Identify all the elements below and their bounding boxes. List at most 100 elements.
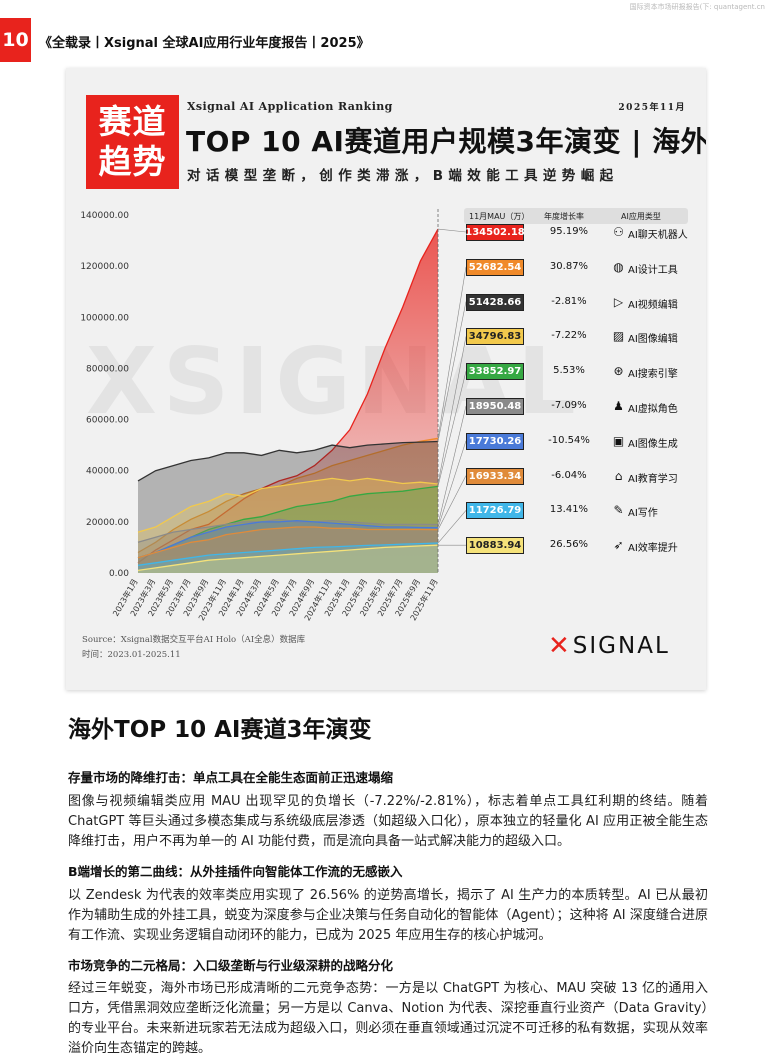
series-line-10 — [137, 544, 439, 572]
source-note: Source：Xsignal数据交互平台AI Holo（AI全息）数据库 时间：… — [82, 633, 305, 663]
rocket-icon: ➶ — [613, 538, 624, 553]
series-line-9 — [137, 542, 439, 566]
mau-value-box: 52682.54 — [466, 258, 524, 276]
growth-rate: 95.19% — [549, 226, 589, 237]
seal-line-1: 赛道 — [98, 102, 167, 141]
growth-rate: 26.56% — [549, 539, 589, 551]
growth-rate: -7.22% — [551, 330, 587, 342]
video-icon: ▷ — [613, 294, 624, 309]
mau-value-box: 11726.79 — [466, 502, 524, 520]
connector-line — [437, 475, 467, 530]
running-head: 《全载录丨Xsignal 全球AI应用行业年度报告丨2025》 — [39, 36, 370, 51]
brand-x-mark: ✕ — [548, 631, 570, 661]
connector-line — [437, 510, 467, 544]
chart-kicker: Xsignal AI Application Ranking — [187, 100, 393, 113]
header-growth: 年度增长率 — [544, 212, 584, 221]
paragraph-2: 以 Zendesk 为代表的效率类应用实现了 26.56% 的逆势高增长，揭示了… — [68, 888, 708, 943]
connector-line — [437, 336, 467, 485]
mau-value-box: 33852.97 — [466, 363, 524, 381]
growth-rate: -10.54% — [548, 434, 590, 446]
category-label: AI设计工具 — [628, 264, 678, 276]
mau-value-box: 16933.34 — [466, 467, 524, 485]
mau-value-box: 10883.94 — [466, 537, 524, 555]
series-area-5 — [138, 486, 438, 573]
mau-value-box: 17730.26 — [466, 432, 524, 450]
pen-icon: ✎ — [613, 503, 624, 518]
infographic-card: 赛道 趋势 Xsignal AI Application Ranking 202… — [66, 68, 706, 690]
mau-value-box: 51428.66 — [466, 293, 524, 311]
ranking-table-header: 11月MAU（万） 年度增长率 AI应用类型 — [464, 208, 688, 224]
paragraph-1: 图像与视频编辑类应用 MAU 出现罕见的负增长（-7.22%/-2.81%），标… — [68, 794, 708, 849]
category-label: AI视频编辑 — [628, 299, 678, 311]
series-area-10 — [138, 545, 438, 573]
brand-logo: ✕ SIGNAL — [548, 631, 670, 661]
period-line: 时间：2023.01-2025.11 — [82, 650, 181, 660]
category-label: AI图像编辑 — [628, 334, 678, 346]
connector-line — [437, 405, 467, 525]
area-chart: XSIGNAL 140000.00 120000.00 100000.00 80000… — [80, 209, 582, 622]
growth-rate: 13.41% — [549, 504, 589, 516]
series-line-4 — [137, 477, 439, 533]
watermark-text: 国际资本市场研报报告(下: quantagent.cn — [629, 3, 765, 11]
source-line: Source：Xsignal数据交互平台AI Holo（AI全息）数据库 — [82, 635, 306, 645]
avatar-icon: ♟ — [613, 399, 624, 413]
category-label: AI虚拟角色 — [628, 404, 678, 415]
y-tick-label: 60000.00 — [86, 416, 129, 426]
seal-logo: 赛道 趋势 — [86, 95, 179, 189]
connector-line — [437, 440, 467, 528]
robot-icon: ⚇ — [613, 225, 624, 239]
graduation-icon: ⌂ — [614, 468, 623, 483]
mau-value-box: 18950.48 — [466, 398, 524, 415]
connector-line — [437, 371, 467, 487]
connector-line — [437, 301, 467, 442]
growth-rate: -6.04% — [551, 469, 587, 481]
series-line-2 — [137, 437, 439, 554]
paragraph-3: 经过三年蜕变，海外市场已形成清晰的二元竞争态势：一方是以 ChatGPT 为核心… — [68, 981, 708, 1056]
category-label: AI效率提升 — [628, 543, 678, 555]
seal-line-2: 趋势 — [98, 142, 167, 181]
search-engine-icon: ⊛ — [613, 364, 624, 379]
series-line-7 — [137, 519, 439, 559]
subsection-heading-1: 存量市场的降维打击：单点工具在全能生态面前正迅速塌缩 — [68, 770, 394, 785]
connector-line — [437, 228, 467, 233]
growth-rate: 30.87% — [549, 260, 589, 272]
image-gen-icon: ▣ — [612, 433, 625, 448]
category-label: AI图像生成 — [628, 438, 678, 450]
series-line-1 — [137, 228, 439, 564]
growth-rate: -2.81% — [551, 295, 587, 307]
category-label: AI聊天机器人 — [628, 230, 688, 241]
y-tick-label: 20000.00 — [86, 518, 129, 528]
brand-wordmark: SIGNAL — [572, 633, 670, 659]
y-tick-label: 100000.00 — [80, 313, 129, 323]
y-tick-label: 80000.00 — [86, 364, 129, 374]
series-area-2 — [138, 438, 438, 573]
background-watermark: XSIGNAL — [86, 328, 582, 435]
image-edit-icon: ▨ — [612, 329, 625, 344]
header-mau: 11月MAU（万） — [469, 212, 530, 221]
chart-subtitle: 对话模型垄断，创作类滞涨，B端效能工具逆势崛起 — [187, 168, 619, 184]
series-area-9 — [138, 543, 438, 573]
header-category: AI应用类型 — [621, 212, 661, 221]
y-tick-label: 40000.00 — [86, 467, 129, 477]
growth-rate: 5.53% — [553, 365, 585, 377]
series-area-3 — [138, 441, 438, 573]
mau-value-box: 34796.83 — [466, 328, 524, 346]
subsection-heading-2: B端增长的第二曲线：从外挂插件向智能体工作流的无感嵌入 — [68, 864, 403, 879]
category-label: AI搜索引擎 — [628, 369, 678, 381]
category-label: AI写作 — [628, 508, 658, 520]
series-area-1 — [138, 229, 438, 573]
palette-icon: ◍ — [613, 259, 624, 274]
connector-line — [437, 266, 467, 439]
series-line-8 — [137, 526, 439, 559]
growth-rate: -7.09% — [551, 400, 587, 411]
y-tick-label: 140000.00 — [80, 211, 129, 221]
mau-value-box: 134502.18 — [465, 224, 525, 241]
page-number-badge: 10 — [0, 18, 31, 62]
chart-title: TOP 10 AI赛道用户规模3年演变 | 海外 — [186, 125, 706, 158]
y-tick-label: 0.00 — [109, 569, 129, 579]
section-title: 海外TOP 10 AI赛道3年演变 — [68, 717, 372, 743]
y-tick-label: 120000.00 — [80, 262, 129, 272]
category-label: AI教育学习 — [628, 473, 678, 485]
subsection-heading-3: 市场竞争的二元格局：入口级垄断与行业级深耕的战略分化 — [68, 958, 394, 973]
chart-date: 2025年11月 — [618, 103, 686, 113]
